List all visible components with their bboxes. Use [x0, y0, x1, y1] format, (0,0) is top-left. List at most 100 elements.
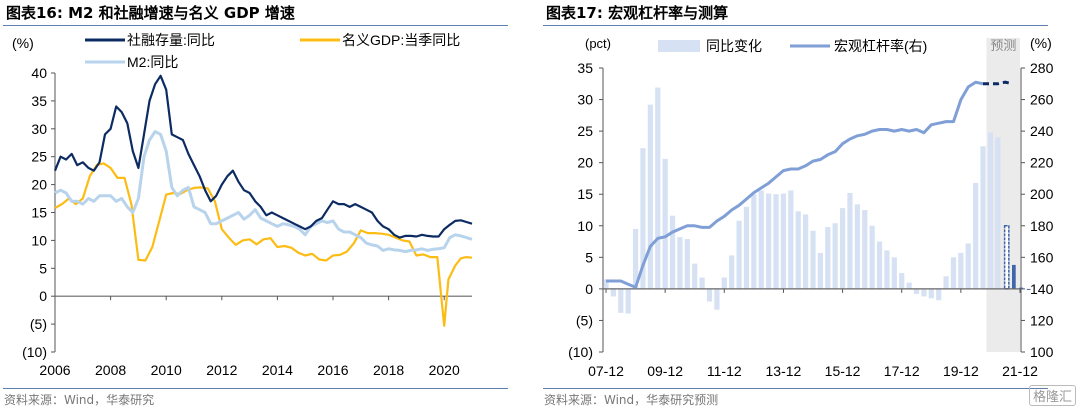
y-tick-label-right: 240: [1030, 123, 1054, 139]
y-tick-label-right: 220: [1030, 155, 1054, 171]
y-tick-label-left: 35: [577, 60, 593, 76]
bar-yoy-change: [832, 223, 838, 289]
bar-yoy-change: [669, 215, 676, 289]
bar-yoy-change: [958, 252, 964, 289]
y-axis-left-label: (pct): [585, 36, 611, 51]
y-axis-label: (%): [12, 35, 34, 51]
y-tick-label: 10: [31, 232, 47, 248]
x-tick-label: 2010: [151, 362, 182, 378]
legend-swatch-bar: [658, 40, 700, 52]
y-tick-label-left: 20: [577, 155, 593, 171]
y-tick-label: 30: [31, 121, 47, 137]
bar-yoy-change: [795, 211, 801, 289]
bar-yoy-change: [854, 204, 860, 289]
y-tick-label-right: 280: [1030, 60, 1054, 76]
series-line-m2: [54, 130, 473, 254]
bar-yoy-change: [869, 225, 875, 289]
bar-yoy-change: [758, 190, 764, 289]
x-tick-label: 2018: [373, 362, 404, 378]
source-divider: [3, 388, 508, 389]
bar-yoy-change: [684, 239, 690, 289]
bar-yoy-change: [921, 288, 927, 297]
y-tick-label-right: 100: [1030, 344, 1054, 360]
bar-yoy-change: [987, 132, 994, 289]
x-tick-label: 15-12: [825, 363, 861, 379]
bar-yoy-change: [766, 193, 772, 289]
bar-yoy-change: [913, 288, 920, 294]
chart-panel-16: 图表16: M2 和社融增速与名义 GDP 增速 (%) 40 35 30 25 20 15…: [3, 4, 508, 407]
source-note: 资料来源：Wind，华泰研究: [4, 393, 155, 407]
bar-yoy-change: [839, 208, 846, 289]
bar-yoy-change: [610, 288, 616, 297]
y-tick-label-left: 25: [577, 123, 593, 139]
y-tick-label-right: 200: [1030, 186, 1054, 202]
bar-yoy-change: [980, 146, 986, 289]
y-tick-label-right: 120: [1030, 312, 1054, 328]
bar-yoy-change: [803, 214, 809, 289]
bar-yoy-change: [862, 210, 868, 289]
bar-forecast: [1019, 287, 1024, 289]
y-tick-label-left: 0: [585, 281, 593, 297]
y-tick-label: 15: [31, 205, 47, 221]
watermark-logo: 格隆汇: [1028, 385, 1076, 406]
bar-yoy-change: [751, 194, 757, 289]
series-line-macro-leverage: [606, 80, 984, 289]
chart-title: 图表16: M2 和社融增速与名义 GDP 增速: [6, 4, 295, 22]
bar-yoy-change: [780, 193, 787, 289]
x-tick-label: 09-12: [647, 363, 683, 379]
bar-yoy-change: [950, 257, 957, 289]
bar-yoy-change: [632, 228, 639, 289]
y-tick-label: 0: [39, 288, 47, 304]
x-tick-label: 17-12: [884, 363, 920, 379]
bar-yoy-change: [640, 148, 646, 289]
bar-yoy-change: [936, 288, 942, 301]
y-tick-label-left: 30: [577, 92, 593, 108]
y-tick-label-left: 5: [585, 249, 593, 265]
bar-yoy-change: [995, 137, 1001, 289]
bar-yoy-change: [928, 288, 934, 299]
y-tick-label-right: 180: [1030, 218, 1054, 234]
bar-yoy-change: [817, 252, 823, 289]
bar-yoy-change: [714, 288, 720, 310]
y-tick-label-right: 260: [1030, 92, 1054, 108]
y-tick-label: (5): [30, 316, 47, 332]
bar-yoy-change: [810, 230, 816, 289]
x-tick-label: 13-12: [766, 363, 802, 379]
bar-yoy-change: [876, 241, 883, 289]
y-tick-label: 20: [31, 177, 47, 193]
series-line-leverage-forecast: [983, 80, 1013, 86]
bar-forecast: [1026, 288, 1031, 290]
legend-label: 名义GDP:当季同比: [342, 32, 460, 48]
bar-yoy-change: [884, 250, 890, 289]
y-tick-label-left: (10): [568, 344, 593, 360]
bar-yoy-change: [618, 288, 624, 313]
bar-yoy-change: [773, 194, 779, 289]
bar-yoy-change: [692, 263, 698, 289]
bar-yoy-change: [973, 182, 979, 289]
chart-16-plot: (%) 40 35 30 25 20 15 10 5 0 (5) (10) 2006 2008 2010 20…: [12, 32, 473, 378]
y-tick-label: 25: [31, 149, 47, 165]
title-divider: [543, 25, 1048, 26]
source-note: 资料来源：Wind，华泰研究预测: [544, 393, 719, 407]
y-tick-label-left: 15: [577, 186, 593, 202]
bar-yoy-change: [891, 257, 897, 289]
chart-panel-17: 图表17: 宏观杠杆率与测算 预测 (pct) (%) 35 30 25 20 15 10 5 0 (…: [540, 0, 1080, 410]
y-tick-label-right: 160: [1030, 249, 1054, 265]
series-line-nominal-gdp: [54, 162, 473, 327]
y-tick-label-left: 10: [577, 218, 593, 234]
x-tick-label: 11-12: [707, 363, 742, 379]
bar-yoy-change: [743, 206, 750, 289]
y-tick-label: 5: [39, 260, 47, 276]
x-tick-label: 2012: [206, 362, 237, 378]
bar-yoy-change: [647, 104, 653, 289]
bar-yoy-change: [847, 192, 853, 289]
bar-yoy-change: [965, 243, 971, 289]
x-tick-label: 21-12: [1002, 363, 1038, 379]
y-axis-right-label: (%): [1030, 35, 1052, 51]
bar-yoy-change: [625, 288, 631, 314]
series-line-social-financing: [53, 74, 473, 239]
title-divider: [3, 25, 508, 26]
legend-label: M2:同比: [127, 54, 178, 70]
bar-yoy-change: [662, 158, 668, 289]
bar-yoy-change: [825, 227, 831, 289]
